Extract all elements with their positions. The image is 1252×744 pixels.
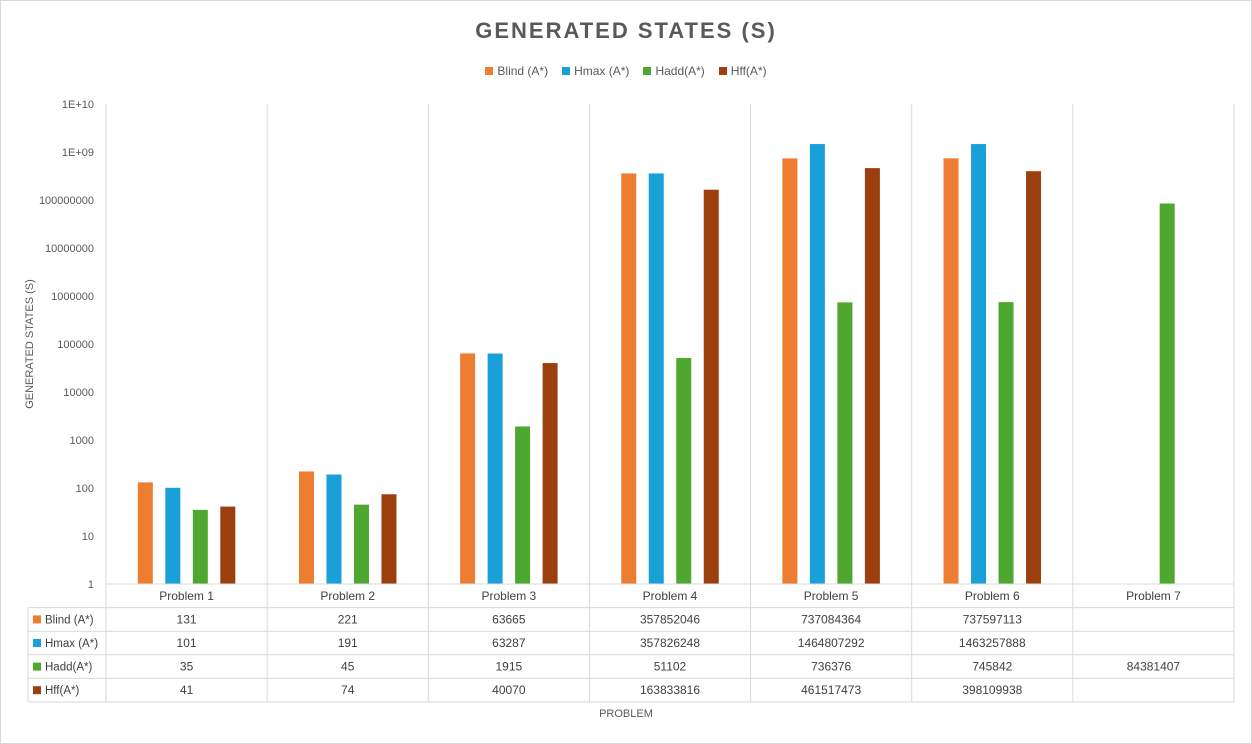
bar xyxy=(809,144,825,584)
bar xyxy=(837,302,853,584)
data-label: 63287 xyxy=(492,636,526,650)
bar xyxy=(192,509,208,584)
y-tick-label: 10 xyxy=(82,531,94,543)
y-tick-label: 1000000 xyxy=(51,291,94,303)
data-label: 736376 xyxy=(811,660,851,674)
y-tick-label: 10000 xyxy=(63,387,94,399)
legend-item: Hadd(A*) xyxy=(643,64,705,78)
data-label: 1915 xyxy=(496,660,523,674)
bar xyxy=(381,494,397,584)
table-legend-key xyxy=(33,662,41,671)
legend-item: Hmax (A*) xyxy=(562,64,629,78)
x-tick-label: Problem 3 xyxy=(482,589,537,603)
table-legend-key xyxy=(33,686,41,695)
legend-label: Hff(A*) xyxy=(730,64,767,78)
y-tick-label: 1E+09 xyxy=(62,147,94,159)
table-row-label: Hmax (A*) xyxy=(45,638,98,650)
bar xyxy=(1159,203,1175,584)
data-label: 41 xyxy=(180,683,194,697)
data-label: 51102 xyxy=(654,660,687,674)
legend-label: Hmax (A*) xyxy=(574,64,630,78)
bar xyxy=(165,487,181,584)
table-legend-key xyxy=(33,639,41,647)
bar xyxy=(220,506,236,584)
data-label: 163833816 xyxy=(640,683,700,697)
bar xyxy=(621,173,637,584)
bar xyxy=(943,158,959,585)
x-axis-label: PROBLEM xyxy=(599,708,653,720)
bar xyxy=(515,426,531,584)
data-label: 63665 xyxy=(492,612,526,626)
data-label: 398109938 xyxy=(962,683,1022,697)
bar xyxy=(971,144,987,585)
bar xyxy=(542,363,558,584)
bar xyxy=(998,302,1014,584)
legend-label: Blind (A*) xyxy=(497,64,549,78)
data-label: 737597113 xyxy=(963,612,1023,626)
y-tick-label: 10000000 xyxy=(45,243,94,255)
data-label: 737084364 xyxy=(801,612,861,626)
bar xyxy=(676,357,692,584)
legend-label: Hadd(A*) xyxy=(655,64,705,78)
legend: Blind (A*) Hmax (A*) Hadd(A*) Hff(A*) xyxy=(0,64,1252,78)
bar xyxy=(298,471,314,584)
legend-item: Hff(A*) xyxy=(718,64,767,78)
data-label: 357826248 xyxy=(640,636,700,650)
bar xyxy=(353,504,369,584)
data-label: 84381407 xyxy=(1127,660,1181,674)
data-label: 101 xyxy=(177,636,197,650)
data-label: 35 xyxy=(180,660,194,674)
bar xyxy=(648,173,664,584)
legend-swatch xyxy=(562,67,571,75)
data-label: 131 xyxy=(177,612,197,626)
table-row-label: Hff(A*) xyxy=(45,685,79,697)
bar xyxy=(137,482,153,584)
x-tick-label: Problem 1 xyxy=(159,589,214,603)
data-label: 40070 xyxy=(492,683,526,697)
x-tick-label: Problem 7 xyxy=(1126,589,1181,603)
bar xyxy=(326,474,342,584)
bar xyxy=(703,189,719,585)
data-label: 1464807292 xyxy=(798,636,865,650)
x-tick-label: Problem 6 xyxy=(965,589,1020,603)
data-label: 45 xyxy=(341,660,355,674)
bar xyxy=(864,168,880,585)
x-tick-label: Problem 2 xyxy=(320,589,375,603)
legend-swatch xyxy=(718,67,727,75)
y-tick-label: 1 xyxy=(88,579,94,591)
legend-item: Blind (A*) xyxy=(485,64,548,78)
table-row-label: Blind (A*) xyxy=(45,614,94,626)
bar xyxy=(487,353,503,584)
data-label: 221 xyxy=(338,612,358,626)
x-tick-label: Problem 4 xyxy=(643,589,698,603)
data-label: 74 xyxy=(341,683,355,697)
data-label: 191 xyxy=(338,636,358,650)
y-tick-label: 100000000 xyxy=(39,195,94,207)
data-label: 461517473 xyxy=(801,683,861,697)
data-label: 1463257888 xyxy=(959,636,1026,650)
y-tick-label: 100000 xyxy=(57,339,94,351)
table-legend-key xyxy=(33,615,41,624)
legend-swatch xyxy=(485,67,494,75)
bar xyxy=(1026,171,1042,584)
table-row-label: Hadd(A*) xyxy=(45,662,92,674)
y-tick-label: 1000 xyxy=(70,435,94,447)
legend-swatch xyxy=(643,67,652,75)
data-label: 745842 xyxy=(972,660,1012,674)
data-label: 357852046 xyxy=(640,612,700,626)
chart-title: GENERATED STATES (S) xyxy=(475,18,777,43)
x-tick-label: Problem 5 xyxy=(804,589,859,603)
y-tick-label: 1E+10 xyxy=(62,99,94,111)
bar xyxy=(460,353,476,584)
bar xyxy=(782,158,798,584)
y-tick-label: 100 xyxy=(76,483,94,495)
